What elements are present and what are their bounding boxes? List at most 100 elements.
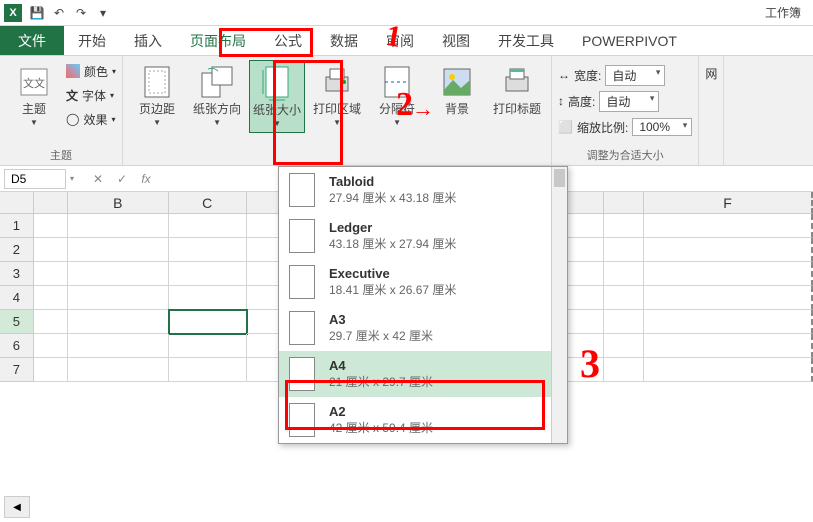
tab-developer[interactable]: 开发工具 [484, 26, 568, 55]
cell-B1[interactable] [68, 214, 169, 238]
formula-confirm[interactable]: ✓ [110, 168, 134, 190]
col-header-F[interactable]: F [644, 192, 813, 214]
qat-save[interactable]: 💾 [26, 2, 48, 24]
ribbon-group-theme: 文文 主题 ▼ 颜色▾ 文字体▾ ◯效果▾ 主题 [0, 56, 123, 165]
background-button[interactable]: 背景 [429, 60, 485, 120]
orientation-button[interactable]: 纸张方向▼ [189, 60, 245, 131]
cell-E3[interactable] [604, 262, 644, 286]
width-icon: ↔ [558, 68, 570, 82]
cell-F6[interactable] [644, 334, 813, 358]
cell-B6[interactable] [68, 334, 169, 358]
cell-B7[interactable] [68, 358, 169, 382]
cell-C5[interactable] [169, 310, 247, 334]
print-area-icon [320, 64, 354, 100]
print-area-button[interactable]: 打印区域▼ [309, 60, 365, 131]
ribbon-group-scale: ↔ 宽度: 自动 ↕ 高度: 自动 ⬜ 缩放比例: 100% 调整为合适大小 [552, 56, 699, 165]
cell-E4[interactable] [604, 286, 644, 310]
col-header-A[interactable] [34, 192, 68, 214]
paper-option-a3[interactable]: A329.7 厘米 x 42 厘米 [279, 305, 567, 351]
paper-thumb-icon [289, 357, 315, 391]
tab-page-layout[interactable]: 页面布局 [176, 26, 260, 55]
row-header-4[interactable]: 4 [0, 286, 34, 310]
cell-A3[interactable] [34, 262, 68, 286]
row-header-5[interactable]: 5 [0, 310, 34, 334]
cell-C1[interactable] [169, 214, 247, 238]
margins-button[interactable]: 页边距▼ [129, 60, 185, 131]
scale-select[interactable]: 100% [632, 118, 692, 136]
dropdown-scrollbar[interactable] [551, 167, 567, 443]
cell-C2[interactable] [169, 238, 247, 262]
print-titles-button[interactable]: 打印标题 [489, 60, 545, 120]
cell-A6[interactable] [34, 334, 68, 358]
cell-F3[interactable] [644, 262, 813, 286]
group-label-scale: 调整为合适大小 [587, 147, 664, 163]
cell-A4[interactable] [34, 286, 68, 310]
tab-insert[interactable]: 插入 [120, 26, 176, 55]
cell-E7[interactable] [604, 358, 644, 382]
col-header-B[interactable]: B [68, 192, 169, 214]
cell-B5[interactable] [68, 310, 169, 334]
cell-E6[interactable] [604, 334, 644, 358]
tab-data[interactable]: 数据 [316, 26, 372, 55]
cell-F1[interactable] [644, 214, 813, 238]
theme-button[interactable]: 文文 主题 ▼ [6, 60, 62, 131]
paper-size-button[interactable]: 纸张大小▼ [249, 60, 305, 133]
cell-B4[interactable] [68, 286, 169, 310]
breaks-button[interactable]: 分隔符▼ [369, 60, 425, 131]
theme-effects[interactable]: ◯效果▾ [66, 108, 116, 130]
cell-F7[interactable] [644, 358, 813, 382]
cell-C6[interactable] [169, 334, 247, 358]
cell-E2[interactable] [604, 238, 644, 262]
cell-E5[interactable] [604, 310, 644, 334]
cell-C3[interactable] [169, 262, 247, 286]
tab-powerpivot[interactable]: POWERPIVOT [568, 26, 691, 55]
row-header-1[interactable]: 1 [0, 214, 34, 238]
width-select[interactable]: 自动 [605, 65, 665, 86]
paper-option-executive[interactable]: Executive18.41 厘米 x 26.67 厘米 [279, 259, 567, 305]
cell-E1[interactable] [604, 214, 644, 238]
tab-formulas[interactable]: 公式 [260, 26, 316, 55]
paper-option-tabloid[interactable]: Tabloid27.94 厘米 x 43.18 厘米 [279, 167, 567, 213]
row-header-3[interactable]: 3 [0, 262, 34, 286]
paper-size-icon [260, 65, 294, 101]
col-header-C[interactable]: C [169, 192, 247, 214]
tab-view[interactable]: 视图 [428, 26, 484, 55]
cell-B3[interactable] [68, 262, 169, 286]
tab-home[interactable]: 开始 [64, 26, 120, 55]
cell-F2[interactable] [644, 238, 813, 262]
tab-file[interactable]: 文件 [0, 26, 64, 55]
theme-colors[interactable]: 颜色▾ [66, 60, 116, 82]
svg-text:文文: 文文 [23, 76, 45, 90]
formula-cancel[interactable]: ✕ [86, 168, 110, 190]
theme-fonts[interactable]: 文字体▾ [66, 84, 116, 106]
qat-redo[interactable]: ↷ [70, 2, 92, 24]
tab-review[interactable]: 审阅 [372, 26, 428, 55]
title-bar: X 💾 ↶ ↷ ▾ 工作簿 [0, 0, 813, 26]
row-header-2[interactable]: 2 [0, 238, 34, 262]
fx-button[interactable]: fx [134, 168, 158, 190]
paper-option-a2[interactable]: A242 厘米 x 59.4 厘米 [279, 397, 567, 443]
scrollbar-thumb[interactable] [554, 169, 565, 187]
row-header-7[interactable]: 7 [0, 358, 34, 382]
name-box[interactable]: D5 [4, 169, 66, 189]
sheet-nav[interactable]: ◀ [4, 496, 30, 518]
qat-more[interactable]: ▾ [92, 2, 114, 24]
row-header-6[interactable]: 6 [0, 334, 34, 358]
qat-undo[interactable]: ↶ [48, 2, 70, 24]
cell-B2[interactable] [68, 238, 169, 262]
cell-F4[interactable] [644, 286, 813, 310]
margins-icon [140, 64, 174, 100]
cell-F5[interactable] [644, 310, 813, 334]
cell-A7[interactable] [34, 358, 68, 382]
cell-A2[interactable] [34, 238, 68, 262]
cell-C4[interactable] [169, 286, 247, 310]
cell-C7[interactable] [169, 358, 247, 382]
paper-option-a4[interactable]: A421 厘米 x 29.7 厘米 [279, 351, 567, 397]
breaks-icon [380, 64, 414, 100]
paper-option-ledger[interactable]: Ledger43.18 厘米 x 27.94 厘米 [279, 213, 567, 259]
col-header-E[interactable] [604, 192, 644, 214]
height-select[interactable]: 自动 [599, 91, 659, 112]
cell-A1[interactable] [34, 214, 68, 238]
cell-A5[interactable] [34, 310, 68, 334]
select-all-corner[interactable] [0, 192, 34, 214]
